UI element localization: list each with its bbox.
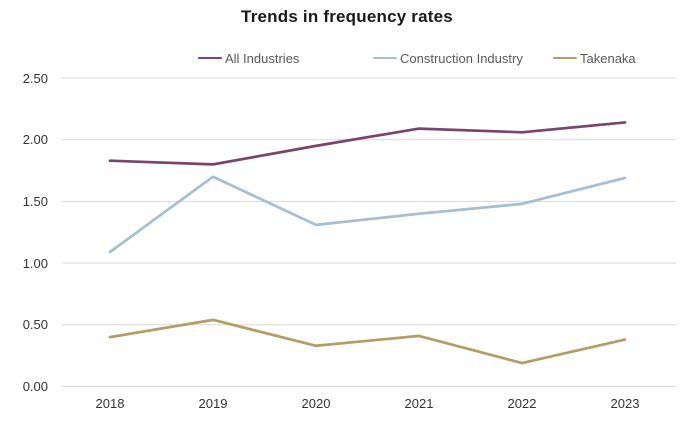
y-tick-label: 1.50: [22, 193, 48, 209]
legend-line-swatch: [198, 56, 222, 60]
x-tick-label: 2020: [301, 396, 331, 411]
x-tick-label: 2023: [610, 396, 640, 411]
series-line-takenaka: [108, 318, 627, 365]
y-tick-label: 2.50: [22, 70, 48, 86]
chart-legend: All Industries Construction Industry Taken…: [0, 50, 694, 66]
series-line-construction-industry: [108, 175, 627, 254]
y-tick-label: 2.00: [22, 132, 48, 148]
legend-item-construction-industry: Construction Industry: [373, 50, 523, 66]
y-tick-label: 1.00: [22, 255, 48, 271]
legend-label: Construction Industry: [400, 50, 523, 66]
legend-label: All Industries: [225, 50, 300, 66]
y-tick-label: 0.50: [22, 317, 48, 333]
x-tick-label: 2019: [198, 396, 228, 411]
legend-line-swatch: [373, 56, 397, 60]
legend-line-swatch: [553, 56, 577, 60]
legend-label: Takenaka: [580, 50, 636, 66]
x-tick-label: 2018: [95, 396, 125, 411]
x-tick-label: 2022: [507, 396, 537, 411]
series-line-all-industries: [108, 121, 627, 166]
legend-item-takenaka: Takenaka: [553, 50, 636, 66]
legend-item-all-industries: All Industries: [198, 50, 299, 66]
chart-title: Trends in frequency rates: [241, 7, 453, 26]
y-tick-label: 0.00: [22, 379, 48, 394]
x-tick-label: 2021: [404, 396, 434, 411]
